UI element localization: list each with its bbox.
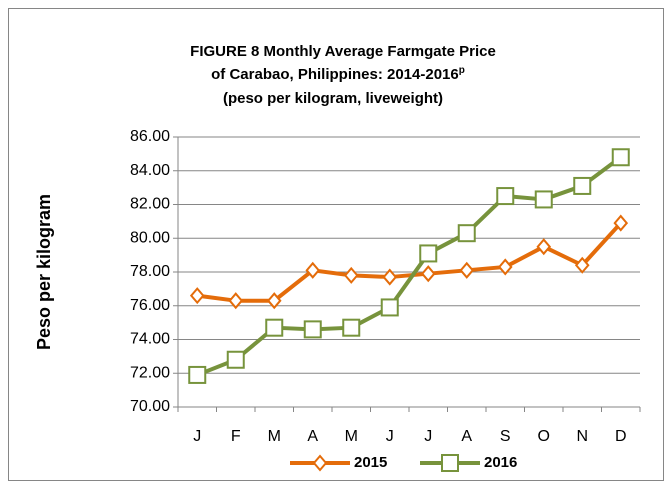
chart-title-line: (peso per kilogram, liveweight)	[223, 90, 443, 107]
marker	[536, 238, 552, 256]
y-tick-label: 78.00	[130, 263, 170, 280]
x-tick-label: M	[345, 428, 358, 445]
marker	[457, 224, 476, 243]
y-tick-label: 84.00	[130, 162, 170, 179]
y-tick-label: 74.00	[130, 331, 170, 348]
marker	[303, 320, 322, 339]
y-tick-label: 86.00	[130, 128, 170, 145]
marker	[496, 187, 515, 206]
chart-title-line: of Carabao, Philippines: 2014-2016p	[211, 65, 465, 83]
marker	[419, 244, 438, 263]
marker	[497, 258, 513, 276]
legend-label: 2015	[354, 454, 387, 471]
y-tick-label: 80.00	[130, 229, 170, 246]
marker	[305, 261, 321, 279]
chart-title-line: FIGURE 8 Monthly Average Farmgate Price	[190, 43, 496, 60]
marker	[312, 454, 328, 472]
marker	[226, 350, 245, 369]
y-tick-label: 72.00	[130, 364, 170, 381]
x-tick-label: J	[424, 428, 432, 445]
marker	[188, 365, 207, 384]
marker	[343, 266, 359, 284]
marker	[382, 268, 398, 286]
marker	[189, 287, 205, 305]
marker	[441, 454, 459, 472]
x-tick-label: D	[615, 428, 627, 445]
marker	[573, 176, 592, 195]
marker	[265, 318, 284, 337]
x-tick-label: O	[538, 428, 550, 445]
x-tick-label: N	[576, 428, 588, 445]
x-tick-label: J	[386, 428, 394, 445]
x-tick-label: M	[268, 428, 281, 445]
y-tick-label: 70.00	[130, 398, 170, 415]
marker	[611, 148, 630, 167]
y-tick-label: 76.00	[130, 297, 170, 314]
x-tick-label: A	[461, 428, 472, 445]
title-text: of Carabao, Philippines: 2014-2016	[211, 66, 459, 83]
y-axis-label: Peso per kilogram	[34, 194, 54, 350]
title-superscript: p	[459, 65, 465, 76]
x-tick-label: J	[193, 428, 201, 445]
marker	[380, 298, 399, 317]
marker	[228, 292, 244, 310]
y-tick-label: 82.00	[130, 196, 170, 213]
marker	[613, 214, 629, 232]
marker	[342, 318, 361, 337]
x-tick-label: A	[307, 428, 318, 445]
x-tick-label: S	[500, 428, 511, 445]
marker	[459, 261, 475, 279]
marker	[266, 292, 282, 310]
legend-label: 2016	[484, 454, 517, 471]
chart-border	[8, 8, 664, 481]
x-tick-label: F	[231, 428, 241, 445]
marker	[420, 265, 436, 283]
marker	[534, 190, 553, 209]
marker	[574, 256, 590, 274]
